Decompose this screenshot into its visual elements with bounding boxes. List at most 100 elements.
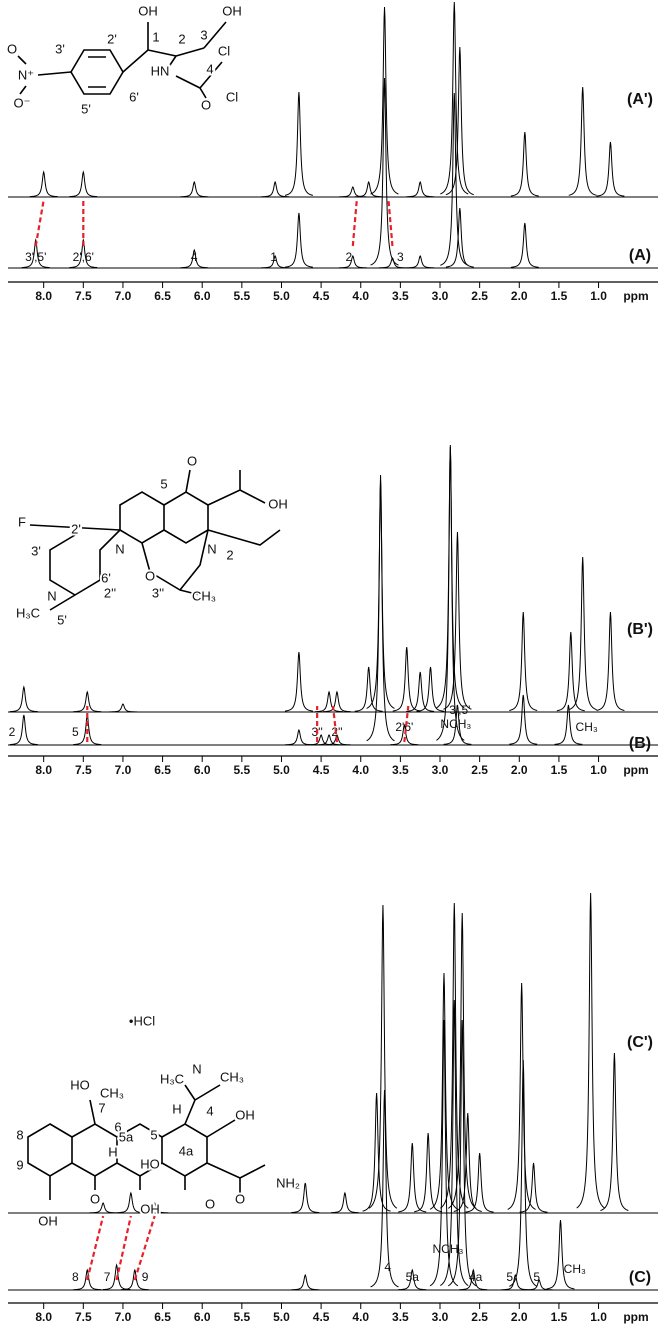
x-tick-label: 7.0: [115, 289, 132, 303]
peak: [600, 1052, 629, 1212]
peak-label: 8: [72, 1270, 79, 1284]
x-tick-label: 5.0: [273, 289, 290, 303]
peak: [73, 690, 102, 713]
structure-b-bonds: [29, 469, 281, 611]
x-tick-label: 3.5: [392, 763, 409, 777]
peak: [546, 1219, 575, 1290]
peak: [519, 1162, 548, 1213]
x-tick-label: 1.5: [551, 289, 568, 303]
structure-label: 2': [107, 31, 117, 46]
peak-label: 3',5': [25, 250, 46, 264]
structure-label: 3'': [152, 585, 164, 600]
peak: [440, 999, 469, 1286]
peak: [465, 1152, 494, 1213]
structure-label: 3: [200, 27, 207, 42]
structure-label: OH: [38, 1213, 58, 1228]
peak: [366, 481, 395, 709]
peak: [398, 1142, 427, 1213]
peak: [291, 1273, 320, 1291]
structure-label: HO: [140, 1156, 160, 1171]
correlation-line: [86, 1215, 105, 1281]
peak: [390, 723, 419, 746]
x-tick-label: 5.5: [233, 763, 250, 777]
peak: [568, 86, 597, 196]
structure-label: 5': [81, 101, 91, 116]
structure-label: OH: [235, 1107, 255, 1122]
peak-label: 5: [533, 1270, 540, 1284]
peak-label: NCH₃: [440, 717, 471, 731]
peak: [330, 1191, 359, 1214]
peak: [554, 704, 583, 745]
peak: [284, 212, 313, 268]
peak-label: 4: [191, 250, 198, 264]
peak-label: CH₃: [564, 1262, 586, 1276]
structure-a-bonds: [17, 21, 227, 99]
peak: [398, 1268, 427, 1291]
x-tick-label: 4.0: [352, 1310, 369, 1324]
peak: [261, 255, 290, 269]
structure-label: O: [90, 1191, 100, 1206]
peak: [366, 474, 395, 742]
x-tick-label: 7.5: [75, 1310, 92, 1324]
structure-label: O: [235, 1191, 245, 1206]
structure-label: 5: [150, 1127, 157, 1142]
peak: [284, 91, 313, 196]
correlation-line: [34, 199, 45, 247]
x-tick-label: 1.5: [551, 1310, 568, 1324]
peak: [370, 6, 399, 195]
peak-label: 4: [384, 1260, 391, 1274]
peak-label: 5a: [406, 1270, 420, 1284]
x-tick-label: 3.0: [432, 1310, 449, 1324]
structure-label: 4a: [179, 1143, 194, 1158]
peak-label: 4a: [469, 1270, 483, 1284]
peak: [261, 180, 290, 198]
peak: [406, 255, 435, 269]
peak: [69, 238, 98, 269]
peak-label: 2: [9, 725, 16, 739]
structure-label: 3': [55, 41, 65, 56]
structure-label: 6: [114, 1119, 121, 1134]
peak: [406, 180, 435, 198]
peak: [596, 611, 625, 711]
x-tick-label: 4.0: [352, 289, 369, 303]
x-tick-label: 1.0: [590, 1310, 607, 1324]
peak-label: 2'6': [395, 720, 413, 734]
peak: [443, 704, 472, 745]
x-tick-label: 3.5: [392, 1310, 409, 1324]
peak: [354, 666, 383, 712]
peak: [507, 982, 536, 1210]
peak: [440, 92, 469, 266]
structure-label: •HCl: [129, 1013, 155, 1028]
peak-label: 5: [72, 725, 79, 739]
x-tick-label: 3.5: [392, 289, 409, 303]
peak: [284, 728, 313, 746]
structure-label: OH: [138, 3, 158, 18]
peak: [9, 714, 38, 746]
peak: [338, 186, 367, 198]
peak: [120, 1268, 149, 1291]
peak: [322, 734, 351, 746]
peak: [322, 690, 351, 713]
x-tick-label: 5.0: [273, 1310, 290, 1324]
peak: [568, 556, 597, 711]
structure-label: O: [187, 453, 197, 468]
structure-label: N: [207, 541, 216, 556]
peak: [596, 141, 625, 197]
structure-label: HN: [151, 63, 170, 78]
structure-label: O: [145, 568, 155, 583]
x-tick-label: 6.0: [194, 763, 211, 777]
x-tick-label: 1.0: [590, 763, 607, 777]
peak: [453, 1112, 482, 1212]
peak: [416, 666, 445, 712]
x-tick-label: 5.5: [233, 289, 250, 303]
peak: [180, 248, 209, 269]
peak: [370, 77, 399, 266]
peak: [445, 46, 474, 196]
structure-label: OH: [140, 1201, 160, 1216]
peak: [459, 1268, 488, 1291]
x-tick-label: 6.5: [154, 763, 171, 777]
peak: [440, 902, 469, 1209]
structure-label: H: [108, 1144, 117, 1159]
x-tick-label: 2.5: [471, 289, 488, 303]
